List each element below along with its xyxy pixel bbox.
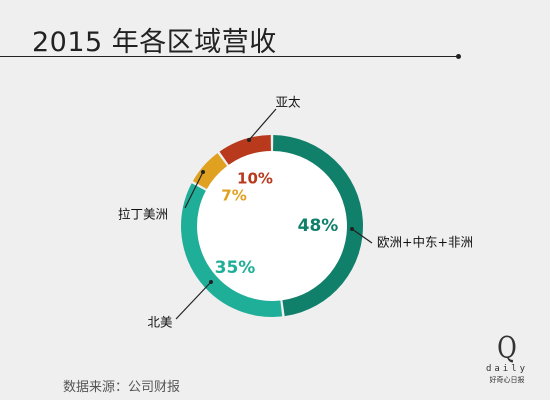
category-label-0: 欧洲+中东+非洲	[377, 235, 473, 250]
slice-3	[219, 135, 271, 165]
qdaily-logo: Q daily 好奇心日报	[484, 334, 530, 385]
slice-1	[180, 183, 283, 317]
pct-label-1: 35%	[215, 258, 256, 278]
category-label-2: 拉丁美洲	[118, 207, 168, 222]
title-divider-dot	[456, 54, 461, 59]
logo-word: daily	[485, 364, 529, 374]
category-label-3: 亚太	[275, 95, 301, 110]
leader-line-3	[248, 108, 277, 141]
category-label-1: 北美	[147, 315, 172, 330]
title-divider	[0, 56, 458, 57]
leader-line-1	[175, 281, 212, 320]
data-source: 数据来源：公司财报	[63, 380, 181, 395]
pct-label-0: 48%	[298, 216, 339, 236]
pct-label-2: 7%	[221, 187, 246, 205]
donut-hole	[197, 151, 347, 301]
slice-0	[273, 135, 363, 317]
logo-letter: Q	[497, 331, 517, 366]
leader-dot-3	[247, 138, 251, 142]
leader-dot-2	[201, 170, 205, 174]
leader-line-0	[351, 228, 373, 244]
leader-dot-0	[350, 227, 354, 231]
leader-line-2	[184, 171, 204, 209]
slice-2	[192, 153, 228, 189]
logo-tagline: 好奇心日报	[489, 376, 525, 384]
pct-label-3: 10%	[237, 170, 273, 188]
leader-dot-1	[209, 280, 213, 284]
chart-title: 2015 年各区域营收	[32, 27, 277, 58]
